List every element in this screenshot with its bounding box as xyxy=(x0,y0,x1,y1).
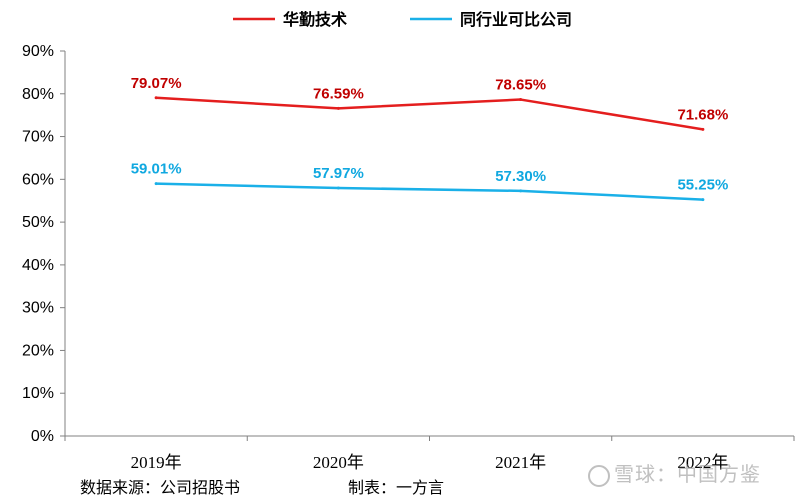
data-point xyxy=(519,189,523,193)
series-line xyxy=(156,182,703,201)
y-tick-label: 70% xyxy=(22,129,54,146)
data-label: 57.30% xyxy=(495,168,546,185)
data-label: 59.01% xyxy=(131,161,182,178)
data-point xyxy=(701,198,705,202)
data-label: 57.97% xyxy=(313,165,364,182)
data-point xyxy=(336,106,340,110)
series-layer: 79.07% 76.59% 78.65% 71.68% 59.01% 57.97% 57.3… xyxy=(131,75,728,202)
y-tick-label: 20% xyxy=(22,342,54,359)
watermark-logo-icon xyxy=(588,464,610,487)
data-point xyxy=(336,186,340,190)
series-1: 79.07% 76.59% 78.65% 71.68% xyxy=(131,75,728,131)
legend-label: 同行业可比公司 xyxy=(460,10,572,29)
y-tick-label: 90% xyxy=(22,43,54,60)
data-label: 55.25% xyxy=(677,177,728,194)
legend: 华勤技术 同行业可比公司 xyxy=(233,10,572,29)
author-note: 制表：一方言 xyxy=(348,478,445,497)
legend-item-1: 华勤技术 xyxy=(233,10,347,29)
source-note: 数据来源：公司招股书 xyxy=(80,478,241,497)
x-tick-label: 2019年 xyxy=(131,453,182,472)
y-tick-label: 10% xyxy=(22,385,54,402)
series-line xyxy=(156,96,704,131)
legend-item-2: 同行业可比公司 xyxy=(410,10,572,29)
series-2: 59.01% 57.97% 57.30% 55.25% xyxy=(131,161,728,202)
data-point xyxy=(154,182,158,186)
data-label: 71.68% xyxy=(677,106,728,123)
axes: 0% 10% 20% 30% 40% 50% 60% 70% 80% 90% 2019年 2020年 2… xyxy=(22,43,795,472)
x-tick-label: 2022年 xyxy=(677,453,728,472)
data-point xyxy=(519,98,523,102)
data-label: 79.07% xyxy=(131,75,182,92)
x-tick-label: 2020年 xyxy=(313,453,364,472)
watermark: 雪球：中国方鉴 xyxy=(588,458,761,487)
data-point xyxy=(701,127,705,131)
y-tick-label: 50% xyxy=(22,214,54,231)
y-tick-label: 40% xyxy=(22,257,54,274)
x-tick-label: 2021年 xyxy=(495,453,546,472)
data-label: 76.59% xyxy=(313,85,364,102)
y-tick-label: 80% xyxy=(22,86,54,103)
data-point xyxy=(154,96,158,100)
data-label: 78.65% xyxy=(495,77,546,94)
y-tick-label: 60% xyxy=(22,171,54,188)
watermark-text: 雪球：中国方鉴 xyxy=(614,462,761,486)
legend-label: 华勤技术 xyxy=(283,10,347,29)
y-tick-label: 0% xyxy=(31,428,54,445)
y-tick-label: 30% xyxy=(22,300,54,317)
